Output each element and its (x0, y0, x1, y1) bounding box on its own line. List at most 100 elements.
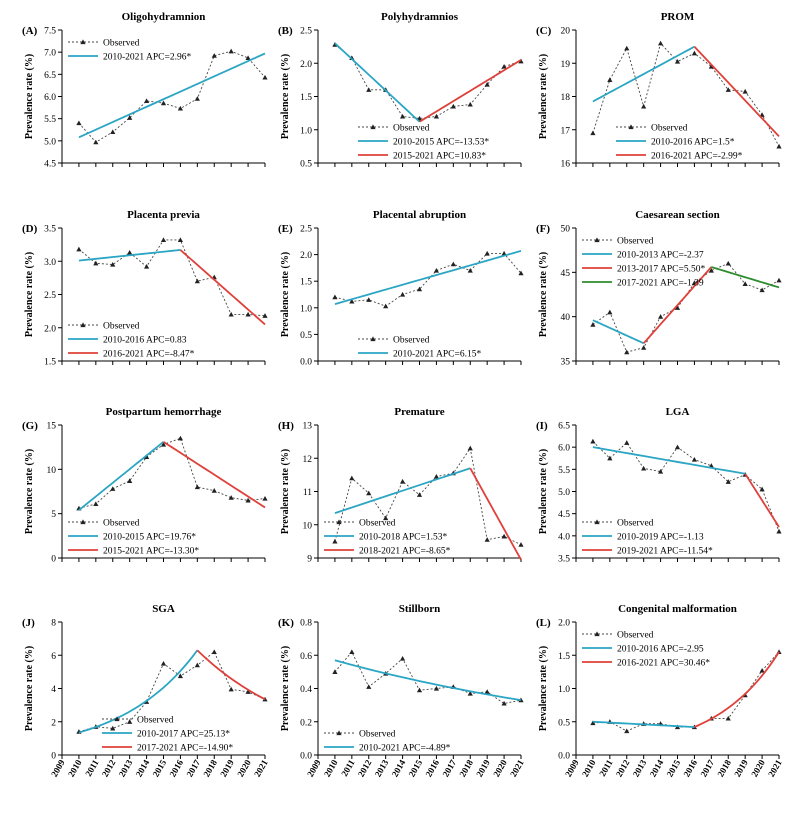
y-tick-label: 2.5 (44, 291, 56, 301)
panel-label: (K) (278, 617, 294, 629)
observed-point (590, 720, 596, 726)
fit-blue-line (592, 720, 695, 728)
fit-red-line (179, 249, 266, 326)
observed-point (366, 684, 372, 689)
y-tick-label: 6.5 (558, 422, 570, 432)
y-tick-label: 0.6 (300, 652, 312, 662)
legend-observed-marker (594, 519, 600, 525)
observed-point (211, 53, 217, 58)
legend-observed-marker (336, 730, 342, 736)
fit-red-line (196, 649, 266, 701)
y-axis-title: Prevalence rate (%) (280, 449, 291, 534)
observed-point (518, 58, 524, 64)
y-tick-label: 40 (561, 313, 571, 323)
y-tick-label: 16 (561, 160, 571, 170)
panel-label: (F) (536, 223, 550, 235)
observed-point (759, 287, 765, 293)
legend: Observed 2010-2013 APC=-2.37 2013-2017 APC… (582, 237, 705, 289)
x-tick-label: 2021 (252, 758, 270, 779)
x-tick-label: 2011 (83, 758, 101, 779)
panel-label: (J) (22, 617, 35, 629)
y-axis-title: Prevalence rate (%) (538, 252, 549, 337)
y-tick-label: 7.0 (44, 49, 56, 59)
observed-point (501, 700, 507, 706)
observed-point (399, 655, 406, 661)
fit-red-line (694, 651, 780, 728)
legend-label: 2010-2013 APC=-2.37 (617, 251, 704, 261)
fit-blue-line (592, 45, 695, 103)
legend-label: 2010-2016 APC=-2.95 (617, 645, 704, 655)
observed-point (110, 725, 116, 731)
panel-title: Stillborn (399, 603, 441, 615)
observed-point (228, 48, 234, 54)
observed-point (467, 101, 473, 107)
panel-c: (C) PROM 16 17 18 19 20 Prevalence rate (%) Obse… (536, 11, 782, 170)
y-tick-label: 4.5 (44, 160, 56, 170)
legend-label: 2010-2021 APC=-4.89* (359, 744, 451, 754)
legend-label: Observed (137, 716, 174, 726)
observed-point (484, 81, 490, 87)
observed-point (708, 63, 714, 69)
panel-g: (G) Postpartum hemorrhage 0 5 10 15 Prevalence… (22, 406, 268, 565)
y-tick-label: 6.5 (44, 71, 56, 81)
observed-line (334, 447, 522, 546)
observed-line (78, 50, 266, 143)
y-tick-label: 2.0 (300, 60, 312, 70)
observed-point (742, 281, 748, 286)
panel-label: (A) (22, 25, 38, 37)
observed-point (349, 298, 355, 304)
fit-blue-line (334, 467, 471, 514)
x-tick-label: 2019 (474, 758, 492, 779)
observed-point (590, 438, 596, 444)
legend-label: 2010-2015 APC=19.76* (103, 533, 196, 543)
observed-point (399, 291, 406, 297)
legend-observed-marker (80, 39, 86, 45)
observed-point (725, 87, 731, 92)
observed-point (366, 490, 372, 496)
legend: Observed 2010-2018 APC=1.53* 2018-2021 APC… (324, 519, 451, 557)
observed-point (160, 100, 167, 106)
observed-point (93, 501, 99, 506)
observed-point (691, 50, 698, 56)
y-tick-label: 10 (47, 466, 57, 476)
fit-blue-line (334, 42, 421, 123)
panel-l: (L) Congenital malformation 0.0 0.5 1.0 1.5 2.… (536, 603, 784, 779)
x-tick-label: 2015 (665, 758, 683, 779)
x-tick-label: 2018 (457, 758, 475, 779)
observed-point (194, 662, 200, 668)
observed-point (607, 309, 613, 315)
y-tick-label: 5.5 (44, 115, 56, 125)
fit-blue-line (78, 649, 199, 734)
y-tick-label: 15 (47, 422, 57, 432)
observed-point (228, 686, 234, 692)
y-axis-title: Prevalence rate (%) (280, 646, 291, 731)
observed-point (143, 454, 150, 459)
observed-point (416, 286, 423, 292)
observed-point (177, 435, 184, 441)
legend-label: 2016-2021 APC=-8.47* (103, 350, 195, 360)
y-tick-label: 4.0 (558, 532, 570, 542)
y-axis-title: Prevalence rate (%) (538, 646, 549, 731)
observed-point (76, 246, 82, 252)
observed-point (245, 311, 251, 317)
observed-point (366, 297, 372, 302)
x-tick-label: 2013 (373, 758, 391, 779)
observed-point (245, 55, 251, 61)
x-tick-label: 2014 (648, 758, 666, 779)
legend-label: Observed (103, 519, 140, 529)
x-tick-label: 2017 (698, 758, 716, 779)
observed-point (501, 63, 507, 69)
legend-label: 2013-2017 APC=5.50* (617, 265, 705, 275)
x-tick-label: 2021 (766, 758, 784, 779)
observed-point (416, 492, 423, 497)
x-tick-label: 2016 (423, 758, 441, 779)
y-tick-label: 6.0 (44, 93, 56, 103)
observed-point (110, 486, 116, 491)
panel-label: (G) (22, 420, 38, 432)
observed-point (674, 58, 681, 64)
y-tick-label: 4.5 (558, 510, 570, 520)
y-tick-label: 0.0 (300, 752, 312, 762)
y-tick-label: 13 (303, 422, 313, 432)
y-tick-label: 50 (561, 225, 571, 235)
legend-label: 2010-2015 APC=-13.53* (393, 138, 489, 148)
